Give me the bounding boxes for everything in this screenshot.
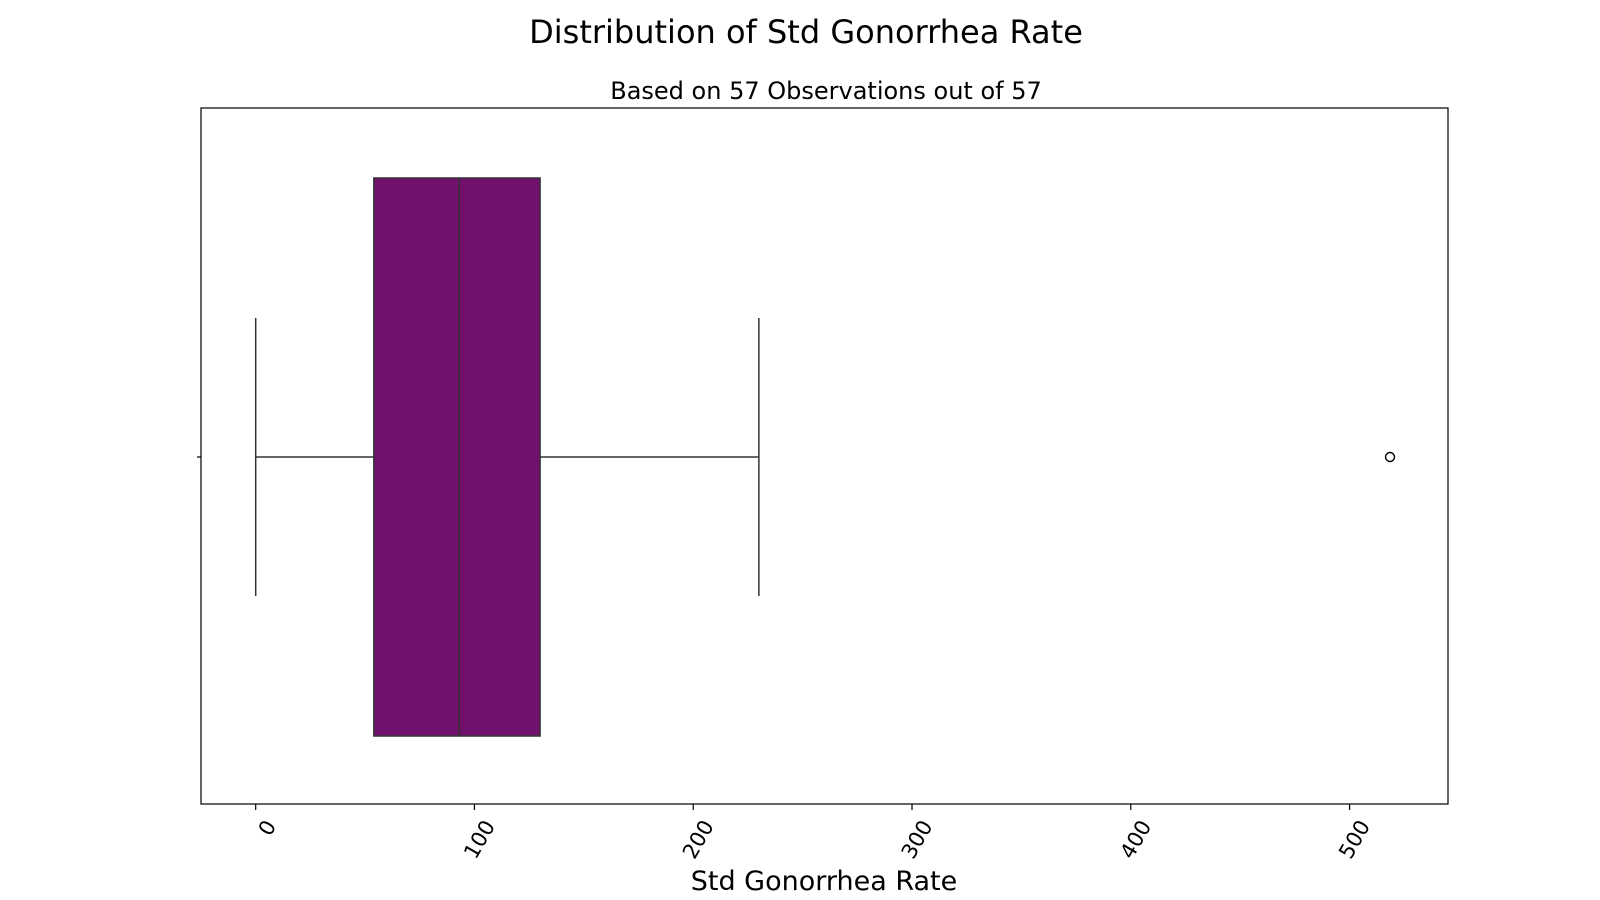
- x-axis-label: Std Gonorrhea Rate: [691, 866, 958, 897]
- x-tick-label: 400: [1115, 816, 1156, 863]
- chart-subtitle: Based on 57 Observations out of 57: [610, 77, 1042, 105]
- x-tick-label: 500: [1334, 816, 1375, 863]
- x-tick-label: 200: [678, 816, 719, 863]
- x-tick-label: 0: [254, 816, 281, 840]
- box-plot-marks: [254, 177, 1396, 737]
- x-tick-label: 300: [897, 816, 938, 863]
- plot-area-frame: [200, 107, 1449, 805]
- x-tick-label: 100: [459, 816, 500, 863]
- chart-title: Distribution of Std Gonorrhea Rate: [529, 13, 1083, 51]
- outlier-point: [1384, 451, 1396, 463]
- iqr-box: [373, 177, 541, 737]
